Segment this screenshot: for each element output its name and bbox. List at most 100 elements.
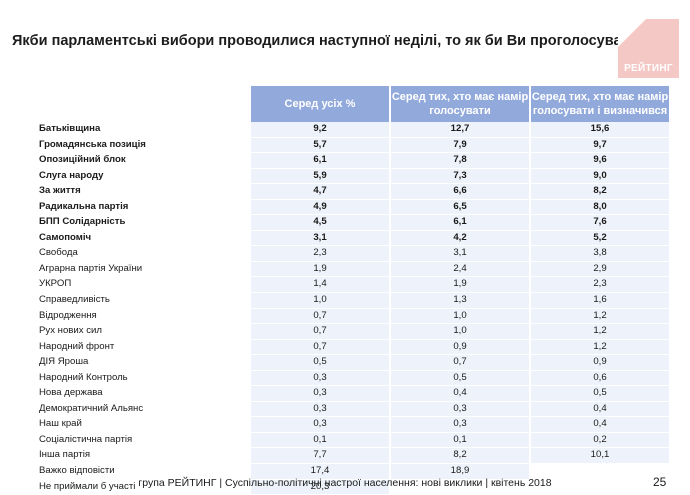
value-all: 9,2 bbox=[251, 122, 389, 137]
value-all: 7,7 bbox=[251, 448, 389, 463]
value-intend: 6,6 bbox=[391, 184, 529, 199]
value-all: 4,7 bbox=[251, 184, 389, 199]
party-name: Аграрна партія України bbox=[39, 262, 143, 274]
value-decided: 2,9 bbox=[531, 261, 669, 277]
party-name: Інша партія bbox=[39, 449, 91, 461]
value-all: 0,3 bbox=[251, 401, 389, 417]
party-name: Опозиційний блок bbox=[39, 154, 126, 166]
value-all: 1,0 bbox=[251, 293, 389, 308]
party-name: Радикальна партія bbox=[39, 200, 129, 212]
value-all: 0,7 bbox=[251, 324, 389, 339]
value-all: 1,9 bbox=[251, 261, 389, 277]
value-decided: 7,6 bbox=[531, 215, 669, 230]
party-name: ДІЯ Яроша bbox=[39, 356, 89, 368]
party-name: Відродження bbox=[39, 309, 97, 321]
value-decided: 8,0 bbox=[531, 199, 669, 215]
value-intend: 7,3 bbox=[391, 168, 529, 184]
page-title: Якби парламентські вибори проводилися на… bbox=[12, 33, 649, 49]
value-decided: 9,7 bbox=[531, 137, 669, 153]
party-name: Самопоміч bbox=[39, 231, 92, 243]
value-decided: 1,2 bbox=[531, 324, 669, 339]
page-number: 25 bbox=[653, 475, 667, 489]
value-intend: 0,9 bbox=[391, 339, 529, 355]
value-all: 0,5 bbox=[251, 355, 389, 370]
value-all: 20,3 bbox=[251, 479, 389, 495]
party-name: Справедливість bbox=[39, 294, 110, 306]
value-all: 0,7 bbox=[251, 308, 389, 324]
value-all: 6,1 bbox=[251, 153, 389, 168]
value-all: 0,1 bbox=[251, 432, 389, 448]
party-name: Важко відповісти bbox=[39, 465, 115, 477]
value-decided: 15,6 bbox=[531, 122, 669, 137]
logo-text: РЕЙТИНГ bbox=[624, 63, 673, 74]
value-all: 0,3 bbox=[251, 417, 389, 432]
party-name: Народний фронт bbox=[39, 340, 115, 352]
value-intend: 1,3 bbox=[391, 293, 529, 308]
value-decided: 9,0 bbox=[531, 168, 669, 184]
value-intend: 0,4 bbox=[391, 386, 529, 401]
value-intend: 7,8 bbox=[391, 153, 529, 168]
value-decided: 2,3 bbox=[531, 277, 669, 292]
value-decided: 5,2 bbox=[531, 230, 669, 246]
party-name: За життя bbox=[39, 185, 81, 197]
logo-corner-cut bbox=[618, 19, 646, 47]
value-decided: 0,2 bbox=[531, 432, 669, 448]
party-name: Демократичний Альянс bbox=[39, 402, 144, 414]
value-all: 0,3 bbox=[251, 386, 389, 401]
party-name: Рух нових сил bbox=[39, 325, 102, 337]
value-intend: 1,9 bbox=[391, 277, 529, 292]
party-name: БПП Солідарність bbox=[39, 216, 126, 228]
value-decided: 1,2 bbox=[531, 308, 669, 324]
value-intend: 0,3 bbox=[391, 417, 529, 432]
value-all: 3,1 bbox=[251, 230, 389, 246]
value-decided: 1,2 bbox=[531, 339, 669, 355]
value-all: 0,3 bbox=[251, 370, 389, 386]
party-name: Соціалістична партія bbox=[39, 433, 133, 445]
value-all: 2,3 bbox=[251, 246, 389, 261]
party-name: Народний Контроль bbox=[39, 371, 128, 383]
value-intend: 0,5 bbox=[391, 370, 529, 386]
value-decided: 1,6 bbox=[531, 293, 669, 308]
value-all: 1,4 bbox=[251, 277, 389, 292]
value-intend: 8,2 bbox=[391, 448, 529, 463]
value-intend: 1,0 bbox=[391, 324, 529, 339]
header-decided: Серед тих, хто має намір голосувати і ви… bbox=[531, 86, 669, 122]
value-intend: 2,4 bbox=[391, 261, 529, 277]
value-decided: 0,4 bbox=[531, 401, 669, 417]
value-intend: 0,7 bbox=[391, 355, 529, 370]
value-all: 5,9 bbox=[251, 168, 389, 184]
value-decided: 8,2 bbox=[531, 184, 669, 199]
value-all: 4,5 bbox=[251, 215, 389, 230]
party-name: Свобода bbox=[39, 247, 78, 259]
value-all: 0,7 bbox=[251, 339, 389, 355]
header-all: Серед усіх % bbox=[251, 86, 389, 122]
party-name: УКРОП bbox=[39, 278, 72, 290]
value-decided: 0,5 bbox=[531, 386, 669, 401]
footer: група РЕЙТИНГ | Суспільно-політичні наст… bbox=[138, 477, 552, 489]
value-all: 5,7 bbox=[251, 137, 389, 153]
header-intend-to-vote: Серед тих, хто має намір голосувати bbox=[391, 86, 529, 122]
party-name: Наш край bbox=[39, 418, 82, 430]
value-intend: 3,1 bbox=[391, 246, 529, 261]
value-decided: 0,9 bbox=[531, 355, 669, 370]
party-name: Слуга народу bbox=[39, 169, 104, 181]
value-intend: 6,1 bbox=[391, 215, 529, 230]
value-decided: 10,1 bbox=[531, 448, 669, 463]
party-name: Нова держава bbox=[39, 387, 103, 399]
value-decided: 3,8 bbox=[531, 246, 669, 261]
value-decided: 0,6 bbox=[531, 370, 669, 386]
value-intend: 6,5 bbox=[391, 199, 529, 215]
value-intend: 7,9 bbox=[391, 137, 529, 153]
value-all: 17,4 bbox=[251, 464, 389, 479]
value-decided: 9,6 bbox=[531, 153, 669, 168]
rating-logo: РЕЙТИНГ bbox=[618, 19, 679, 78]
value-intend: 4,2 bbox=[391, 230, 529, 246]
value-intend: 0,3 bbox=[391, 401, 529, 417]
value-all: 4,9 bbox=[251, 199, 389, 215]
party-name: Громадянська позиція bbox=[39, 138, 146, 150]
value-intend: 0,1 bbox=[391, 432, 529, 448]
value-intend: 12,7 bbox=[391, 122, 529, 137]
value-intend: 18,9 bbox=[391, 464, 529, 479]
value-decided: 0,4 bbox=[531, 417, 669, 432]
value-intend: 1,0 bbox=[391, 308, 529, 324]
